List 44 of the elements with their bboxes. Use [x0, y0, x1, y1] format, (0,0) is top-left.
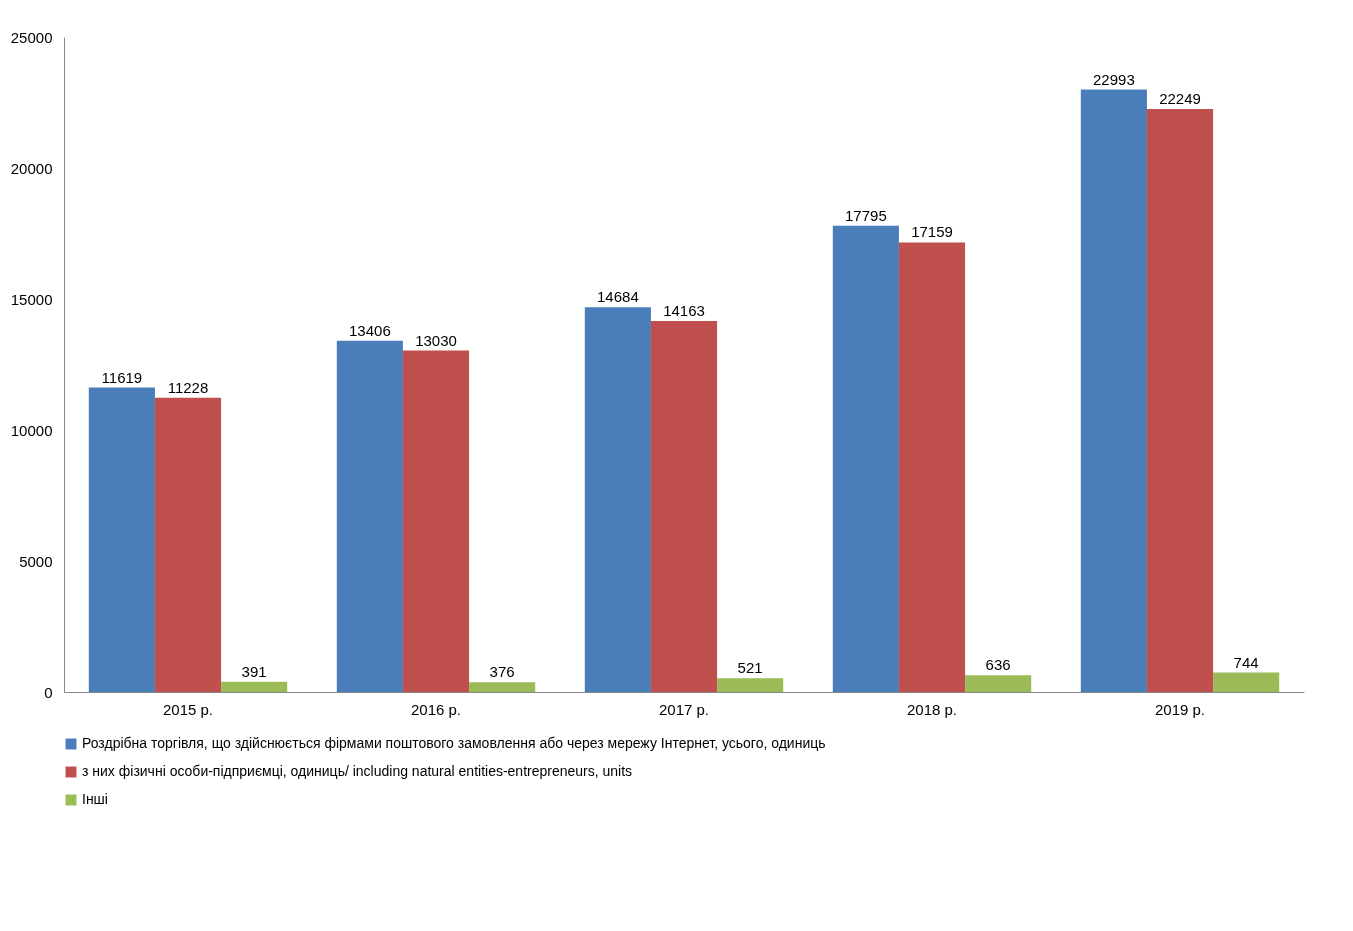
bar	[221, 681, 288, 692]
bar	[1146, 109, 1214, 692]
data-label: 13406	[349, 321, 391, 339]
data-label: 14684	[597, 288, 639, 306]
data-label: 22993	[1093, 70, 1135, 88]
data-label: 744	[1233, 653, 1259, 671]
legend-label: Інші	[82, 791, 108, 807]
bar	[584, 307, 651, 692]
bar	[1213, 672, 1280, 692]
y-tick-label: 20000	[10, 159, 53, 177]
data-label: 11228	[167, 378, 209, 396]
bar	[717, 678, 784, 692]
data-label: 11619	[101, 368, 143, 386]
bar	[402, 350, 470, 692]
y-tick-label: 0	[44, 683, 53, 701]
bar	[469, 682, 536, 692]
x-tick-label: 2018 р.	[906, 700, 958, 718]
y-tick-label: 10000	[10, 421, 53, 439]
data-label: 22249	[1159, 90, 1201, 108]
bar	[898, 242, 966, 692]
y-tick-label: 25000	[10, 28, 53, 46]
bar	[336, 340, 403, 692]
x-tick-label: 2017 р.	[658, 700, 710, 718]
legend-label: з них фізичні особи-підприємці, одиниць/ including natural entities-entrepreneurs, units	[82, 763, 633, 779]
bar	[154, 397, 222, 692]
legend-label: Роздрібна торгівля, що здійснюється фірмами поштового замовлення або через мережу Інтернет, усього, одиниць	[82, 735, 826, 751]
bar	[650, 320, 718, 692]
data-label: 636	[985, 656, 1011, 674]
x-tick-label: 2015 р.	[162, 700, 214, 718]
y-tick-label: 5000	[19, 552, 53, 570]
x-tick-label: 2016 р.	[410, 700, 462, 718]
data-label: 14163	[663, 301, 705, 319]
x-tick-label: 2019 р.	[1154, 700, 1206, 718]
data-label: 17159	[911, 223, 953, 241]
bar	[88, 387, 155, 692]
data-label: 376	[489, 663, 515, 681]
bar	[965, 675, 1032, 692]
data-label: 13030	[415, 331, 457, 349]
bar	[1080, 89, 1147, 692]
data-label: 391	[241, 662, 267, 680]
bar	[832, 225, 899, 692]
y-tick-label: 15000	[10, 290, 53, 308]
data-label: 521	[737, 659, 763, 677]
data-label: 17795	[845, 206, 887, 224]
